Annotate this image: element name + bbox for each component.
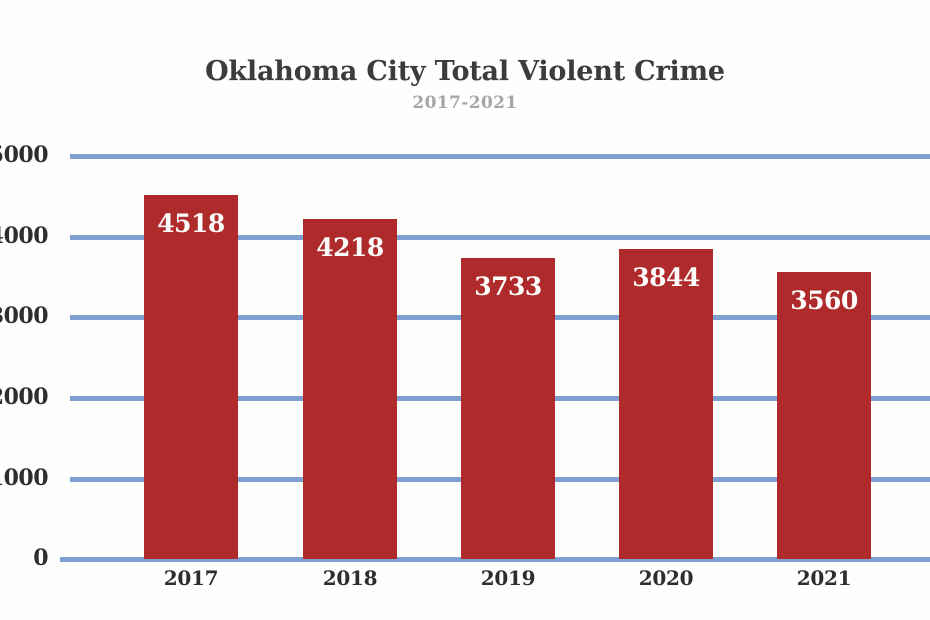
xtick-label-2018: 2018 — [322, 566, 378, 590]
bar-value-2021: 3560 — [790, 286, 858, 315]
bar-2020[interactable]: 3844 — [619, 249, 713, 559]
xtick-label-2020: 2020 — [638, 566, 694, 590]
ytick-label-0: 0 — [33, 545, 48, 571]
axis-baseline-0 — [60, 557, 930, 562]
bar-2021[interactable]: 3560 — [777, 272, 871, 559]
bar-2017[interactable]: 4518 — [144, 195, 238, 559]
bar-value-2017: 4518 — [157, 209, 225, 238]
bar-value-2020: 3844 — [632, 263, 700, 292]
page-title: Oklahoma City Total Violent Crime — [205, 56, 725, 87]
bar-2019[interactable]: 3733 — [461, 258, 555, 559]
bar-value-2019: 3733 — [474, 272, 542, 301]
ytick-label-4000: 4000 — [0, 223, 49, 249]
xtick-label-2019: 2019 — [480, 566, 536, 590]
chart-title-block: Oklahoma City Total Violent Crime 2017-2… — [0, 56, 930, 113]
gridline-5000 — [70, 154, 930, 159]
bar-value-2018: 4218 — [316, 233, 384, 262]
gridline-4000 — [70, 235, 930, 240]
chart-subtitle: 2017-2021 — [412, 93, 518, 114]
bar-2018[interactable]: 4218 — [303, 219, 397, 559]
ytick-label-2000: 2000 — [0, 384, 49, 410]
ytick-label-3000: 3000 — [0, 303, 49, 329]
ytick-label-5000: 5000 — [0, 142, 49, 168]
xtick-label-2021: 2021 — [796, 566, 852, 590]
xtick-label-2017: 2017 — [163, 566, 219, 590]
